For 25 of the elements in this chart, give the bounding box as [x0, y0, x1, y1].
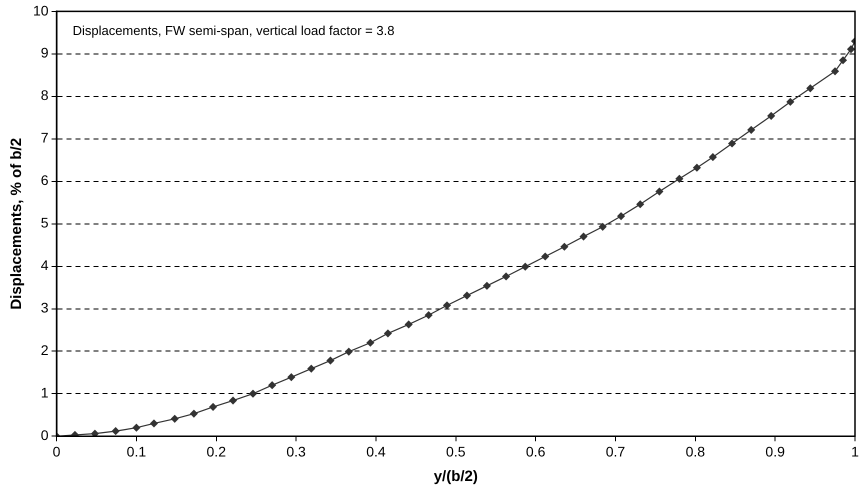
x-tick-label: 0.2	[206, 443, 226, 460]
x-tick-label: 0	[52, 443, 61, 460]
x-axis-title: y/(b/2)	[434, 468, 478, 486]
annotation: Displacements, FW semi-span, vertical load factor = 3.8	[72, 22, 394, 38]
x-tick-label: 0.6	[526, 443, 546, 460]
y-tick-label: 7	[40, 130, 49, 146]
y-tick-label: 6	[40, 172, 49, 188]
y-tick-label: 10	[32, 2, 49, 18]
x-tick-label: 0.4	[366, 443, 386, 460]
x-tick-label: 1	[851, 443, 860, 460]
y-tick-label: 8	[40, 87, 49, 104]
x-tick-label: 0.9	[765, 443, 786, 460]
y-tick-label: 0	[40, 427, 49, 444]
x-tick-label: 0.1	[126, 443, 146, 460]
x-tick-label: 0.3	[286, 443, 306, 460]
y-tick-label: 3	[40, 300, 49, 316]
y-tick-label: 4	[40, 257, 49, 274]
y-tick-label: 5	[40, 214, 49, 231]
x-tick-label: 0.7	[606, 443, 626, 460]
y-axis-title: Displacements, % of b/2	[8, 138, 26, 310]
y-tick-label: 9	[40, 44, 49, 61]
x-tick-label: 0.8	[686, 443, 706, 460]
y-tick-label: 2	[40, 342, 49, 358]
y-tick-label: 1	[40, 384, 49, 401]
x-tick-label: 0.5	[446, 443, 466, 460]
